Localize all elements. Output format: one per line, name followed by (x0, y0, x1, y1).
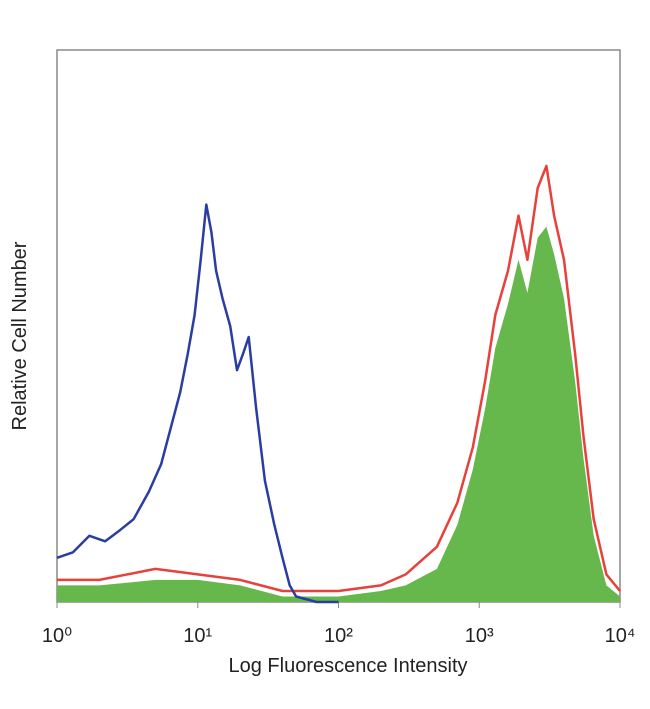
histogram-area (57, 226, 620, 602)
x-tick-label: 10⁴ (605, 625, 636, 647)
histogram-line (56, 203, 339, 604)
x-tick-label: 10² (324, 625, 353, 647)
x-tick-label: 10¹ (183, 625, 212, 647)
x-axis-title: Log Fluorescence Intensity (228, 655, 467, 677)
y-axis-title: Relative Cell Number (9, 241, 31, 430)
x-tick-label: 10³ (465, 625, 494, 647)
x-tick-label: 10⁰ (42, 625, 72, 647)
histogram-line (57, 164, 621, 593)
